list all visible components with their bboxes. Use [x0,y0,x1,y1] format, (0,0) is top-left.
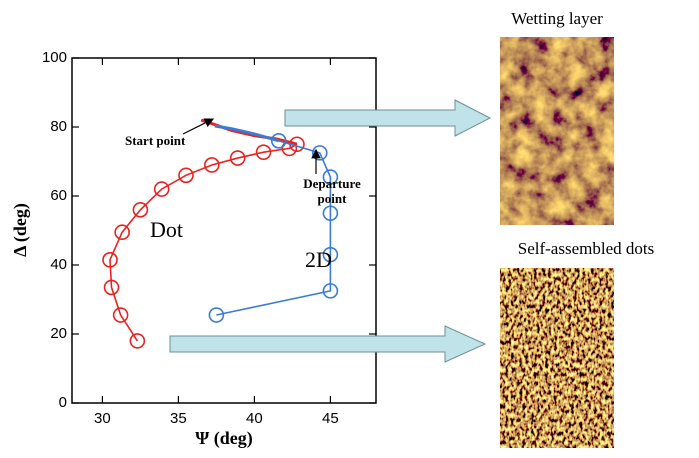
y-tick-label: 40 [50,256,67,273]
afm-image [500,37,614,225]
x-tick-label: 30 [94,410,111,427]
series-label: Dot [150,217,183,242]
series-label: 2D [305,247,332,272]
series-line [110,144,297,341]
y-axis-label: Δ (deg) [10,203,31,257]
series-line [215,126,279,141]
x-axis-label: Ψ (deg) [195,428,253,449]
y-tick-label: 0 [59,394,67,411]
x-tick-label: 35 [170,410,187,427]
annotation-arrow [183,119,213,134]
arrow [285,100,490,136]
panel-title: Wetting layer [511,9,603,28]
annotation: Departure [303,176,361,191]
series-line [216,141,330,315]
y-tick-label: 20 [50,325,67,342]
x-tick-label: 45 [322,410,339,427]
panel-title: Self-assembled dots [518,239,654,258]
figure: 30 35 40 45 0 20 40 60 80 100 Ψ (deg) Δ (deg) Sta… [0,0,699,458]
afm-image [500,268,614,448]
annotation: Start point [125,133,186,148]
y-tick-label: 60 [50,187,67,204]
y-tick-label: 80 [50,118,67,135]
annotation: point [318,191,348,206]
arrow [170,326,485,362]
x-tick-label: 40 [246,410,263,427]
y-tick-label: 100 [42,49,67,66]
